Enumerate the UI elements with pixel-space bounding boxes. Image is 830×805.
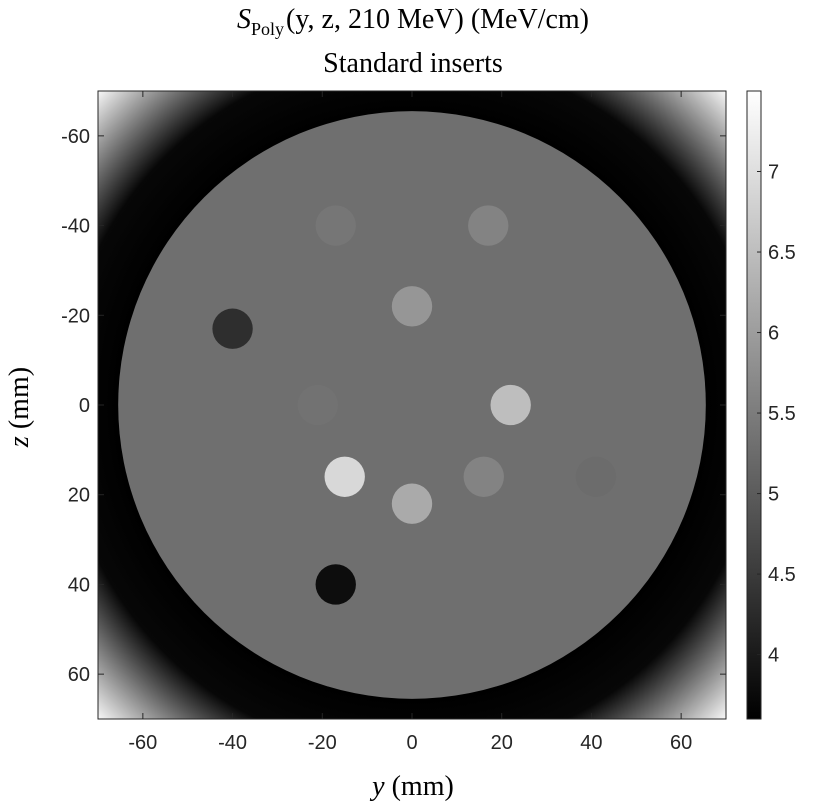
y-tick-label: -60 (61, 126, 90, 148)
insert (490, 384, 531, 426)
colorbar (746, 90, 762, 720)
image-layer (98, 91, 726, 719)
insert (212, 308, 253, 349)
colorbar-tick-label: 5.5 (768, 403, 796, 425)
chart-subtitle: Standard inserts (323, 48, 503, 79)
title-symbol: S (237, 4, 251, 35)
y-tick-label: -40 (61, 216, 90, 238)
colorbar-tick-label: 4.5 (768, 564, 796, 586)
x-axis-label: y (mm) (369, 771, 454, 802)
insert (468, 205, 509, 246)
y-axis-label: z (mm) (4, 367, 35, 448)
title-rest: (y, z, 210 MeV) (MeV/cm) (286, 4, 589, 35)
x-tick-label: 0 (406, 732, 417, 754)
x-tick-label: 20 (491, 732, 513, 754)
colorbar-tick-label: 7 (768, 162, 779, 184)
title-subscript: Poly (251, 19, 284, 39)
insert (315, 564, 356, 605)
x-tick-label: -60 (128, 732, 157, 754)
chart-title: SPoly(y, z, 210 MeV) (MeV/cm) (237, 4, 589, 39)
x-tick-label: 40 (580, 732, 602, 754)
insert (463, 456, 504, 497)
y-label-unit: (mm) (4, 367, 35, 429)
phantom-disk (118, 111, 706, 699)
x-label-unit: (mm) (392, 771, 454, 802)
insert (575, 456, 617, 497)
insert (324, 456, 365, 497)
insert (297, 384, 338, 426)
colorbar-tick-label: 6 (768, 323, 779, 345)
x-tick-label: -20 (308, 732, 337, 754)
insert (391, 483, 433, 524)
y-tick-label: 60 (68, 664, 90, 686)
x-label-var: y (369, 771, 385, 802)
x-tick-label: -40 (218, 732, 247, 754)
x-tick-label: 60 (670, 732, 692, 754)
colorbar-tick-label: 6.5 (768, 242, 796, 264)
colorbar-tick-label: 5 (768, 484, 779, 506)
insert (391, 286, 433, 327)
colorbar-tick-label: 4 (768, 645, 779, 667)
y-tick-label: 0 (79, 395, 90, 417)
y-tick-label: -20 (61, 305, 90, 327)
y-tick-label: 20 (68, 485, 90, 507)
y-label-var: z (4, 436, 35, 448)
insert (315, 205, 356, 246)
y-tick-label: 40 (68, 574, 90, 596)
